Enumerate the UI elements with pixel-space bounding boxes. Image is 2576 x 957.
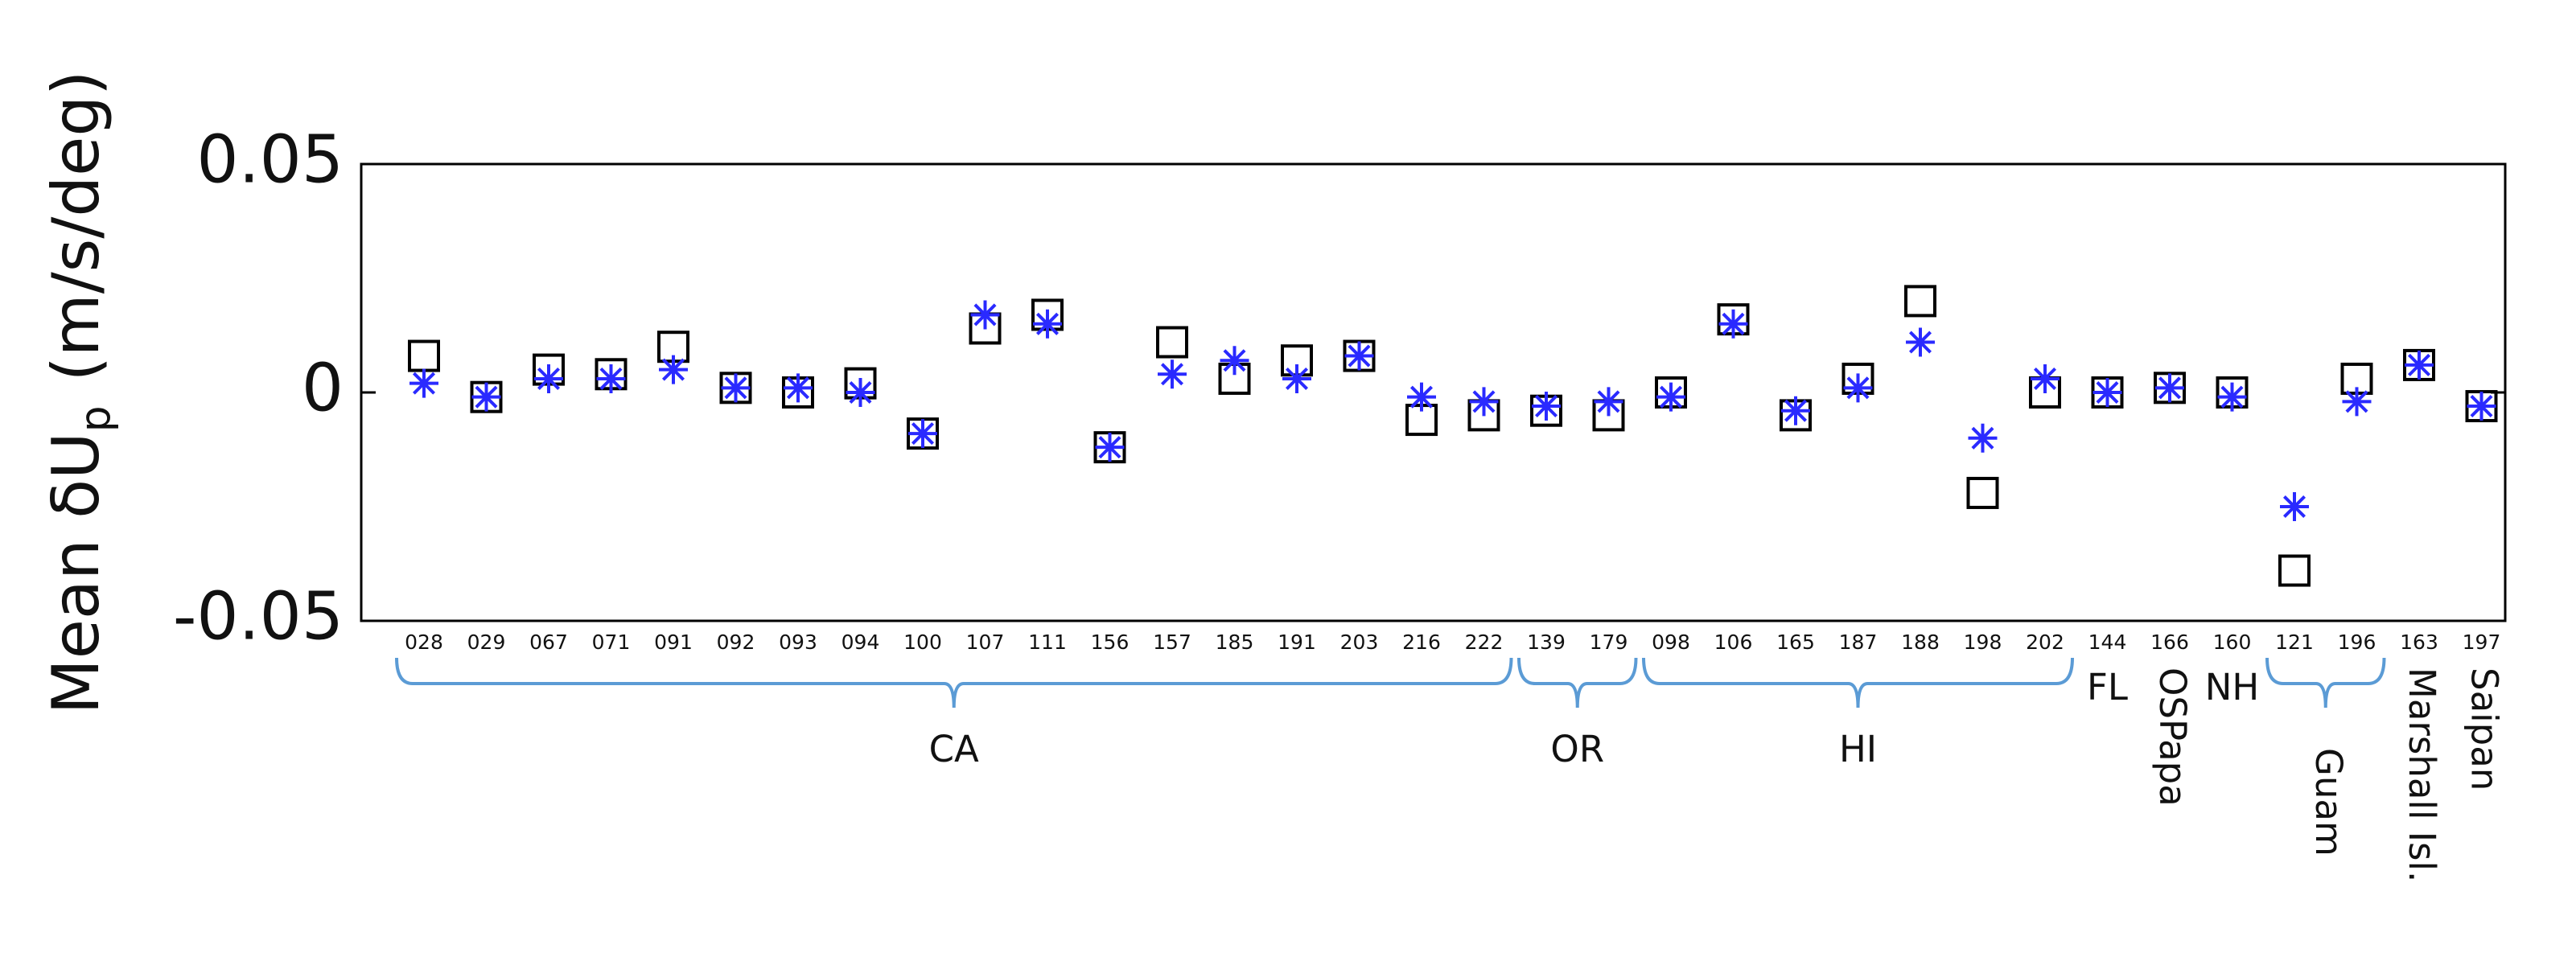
- x-tick-label: 093: [779, 630, 817, 654]
- y-label-main: Mean δU: [39, 432, 113, 714]
- asterisk-marker: [1656, 382, 1685, 412]
- asterisk-marker: [846, 378, 875, 407]
- x-tick-label: 166: [2150, 630, 2189, 654]
- y-label-unit: (m/s/deg): [39, 71, 113, 382]
- asterisk-marker: [908, 419, 937, 449]
- asterisk-marker: [1843, 373, 1873, 403]
- asterisk-marker: [1968, 423, 1998, 453]
- x-tick-label: 071: [592, 630, 631, 654]
- x-tick-label: 094: [842, 630, 880, 654]
- asterisk-marker: [2217, 382, 2247, 412]
- asterisk-marker: [1344, 341, 1374, 371]
- group-label: FL: [2087, 666, 2128, 709]
- group-brace: [395, 657, 1513, 709]
- square-marker: [1156, 326, 1188, 359]
- asterisk-marker: [1282, 363, 1311, 393]
- asterisk-marker: [2280, 492, 2309, 521]
- asterisk-marker: [1781, 396, 1810, 425]
- x-tick-label: 222: [1465, 630, 1504, 654]
- x-tick-label: 028: [405, 630, 443, 654]
- x-tick-label: 106: [1714, 630, 1753, 654]
- y-tick-label: 0: [302, 350, 344, 426]
- x-tick-label: 098: [1652, 630, 1690, 654]
- x-tick-label: 196: [2338, 630, 2376, 654]
- group-label: Saipan: [2463, 667, 2506, 791]
- x-tick-label: 179: [1590, 630, 1628, 654]
- group-label: CA: [929, 728, 979, 770]
- group-brace: [1517, 657, 1638, 709]
- group-brace: [1642, 657, 2074, 709]
- x-tick-label: 107: [966, 630, 1005, 654]
- x-tick-label: 197: [2463, 630, 2501, 654]
- asterisk-marker: [596, 363, 626, 393]
- x-tick-label: 203: [1340, 630, 1379, 654]
- y-label-sub: p: [72, 405, 120, 432]
- asterisk-marker: [1095, 433, 1125, 462]
- group-label: Guam: [2307, 748, 2350, 856]
- x-tick-label: 188: [1901, 630, 1940, 654]
- x-tick-label: 216: [1402, 630, 1441, 654]
- x-tick-label: 092: [717, 630, 755, 654]
- asterisk-marker: [471, 382, 501, 412]
- x-tick-label: 111: [1028, 630, 1067, 654]
- x-tick-label: 202: [2026, 630, 2064, 654]
- x-tick-label: 185: [1216, 630, 1254, 654]
- asterisk-marker: [1906, 327, 1935, 357]
- y-axis-label: Mean δUp (m/s/deg): [39, 71, 120, 715]
- x-tick-label: 029: [467, 630, 506, 654]
- x-tick-label: 139: [1527, 630, 1566, 654]
- asterisk-marker: [1220, 346, 1249, 376]
- group-label: Marshall Isl.: [2401, 667, 2443, 882]
- asterisk-marker: [2342, 387, 2372, 417]
- square-marker: [2278, 554, 2311, 587]
- asterisk-marker: [970, 300, 1000, 330]
- asterisk-marker: [1532, 392, 1561, 421]
- asterisk-marker: [659, 355, 688, 384]
- x-tick-label: 156: [1091, 630, 1130, 654]
- asterisk-marker: [534, 363, 563, 393]
- x-tick-label: 191: [1278, 630, 1316, 654]
- asterisk-marker: [784, 373, 813, 403]
- asterisk-marker: [1469, 387, 1499, 417]
- group-brace: [2265, 657, 2386, 709]
- asterisk-marker: [2031, 363, 2060, 393]
- x-tick-label: 187: [1839, 630, 1878, 654]
- x-tick-label: 163: [2400, 630, 2438, 654]
- asterisk-marker: [1033, 309, 1062, 339]
- asterisk-marker: [2092, 378, 2122, 407]
- x-tick-label: 144: [2088, 630, 2127, 654]
- asterisk-marker: [1407, 382, 1436, 412]
- group-label: HI: [1839, 728, 1877, 770]
- x-tick-label: 157: [1153, 630, 1191, 654]
- asterisk-marker: [1718, 309, 1748, 339]
- x-tick-label: 198: [1964, 630, 2002, 654]
- square-marker: [1904, 285, 1936, 318]
- x-tick-label: 165: [1776, 630, 1815, 654]
- group-label: NH: [2205, 666, 2260, 709]
- x-tick-label: 121: [2275, 630, 2314, 654]
- asterisk-marker: [721, 373, 751, 403]
- asterisk-marker: [409, 368, 438, 398]
- x-tick-label: 091: [654, 630, 693, 654]
- x-tick-label: 100: [903, 630, 942, 654]
- asterisk-marker: [2405, 350, 2434, 380]
- square-marker: [1966, 476, 1999, 509]
- asterisk-marker: [2155, 373, 2184, 403]
- asterisk-marker: [1158, 359, 1187, 389]
- group-label: OSPapa: [2151, 667, 2194, 807]
- x-tick-label: 067: [529, 630, 568, 654]
- asterisk-marker: [1594, 387, 1623, 417]
- square-marker: [408, 339, 440, 372]
- asterisk-marker: [2467, 392, 2496, 421]
- y-tick-label: 0.05: [196, 121, 344, 198]
- group-label: OR: [1550, 728, 1604, 770]
- x-tick-label: 160: [2213, 630, 2252, 654]
- y-tick-label: -0.05: [173, 578, 344, 655]
